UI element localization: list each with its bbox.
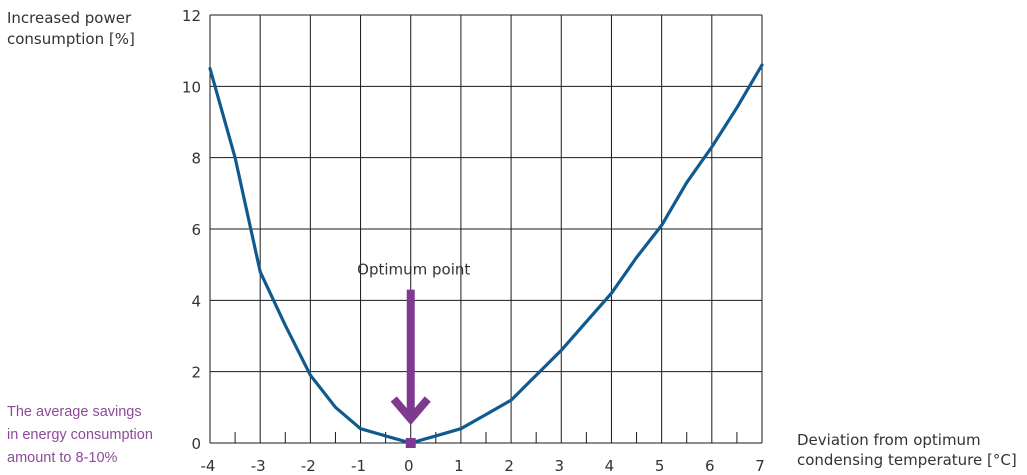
x-tick-label: 0 (404, 457, 414, 475)
x-tick-label: 6 (705, 457, 715, 475)
optimum-arrow-head (390, 396, 431, 426)
y-axis-label: Increased power consumption [%] (7, 8, 167, 50)
optimum-annotation: Optimum point (357, 261, 470, 448)
y-tick-label: 10 (182, 78, 201, 96)
x-tick-label: -4 (201, 457, 216, 475)
x-axis-label-line: Deviation from optimum (797, 431, 981, 449)
x-tick-label: -2 (301, 457, 316, 475)
x-axis-label: Deviation from optimum condensing temper… (797, 430, 1027, 470)
grid (209, 14, 763, 444)
y-tick-label: 12 (182, 7, 201, 25)
y-tick-label: 6 (191, 221, 201, 239)
optimum-point-marker (405, 438, 416, 448)
savings-note-line: amount to 8-10% (7, 450, 118, 466)
minor-ticks (234, 432, 738, 443)
savings-note-line: in energy consumption (7, 427, 153, 443)
y-tick-label: 0 (191, 435, 201, 453)
optimum-point-label: Optimum point (357, 261, 470, 279)
power-consumption-curve (208, 63, 764, 445)
x-axis-label-line: condensing temperature [°C] (797, 451, 1017, 469)
x-tick-label: 7 (755, 457, 765, 475)
y-axis-label-line: Increased power (7, 9, 132, 27)
x-tick-label: 1 (454, 457, 464, 475)
savings-note-line: The average savings (7, 404, 142, 420)
x-tick-labels: -4 -3 -2 -1 0 1 2 3 4 5 6 7 (201, 457, 765, 475)
x-tick-label: -1 (351, 457, 366, 475)
y-tick-label: 8 (191, 150, 201, 168)
y-tick-labels: 0 2 4 6 8 10 12 (182, 7, 201, 453)
y-tick-label: 4 (191, 292, 201, 310)
x-tick-label: -3 (251, 457, 266, 475)
x-tick-label: 2 (504, 457, 514, 475)
y-tick-label: 2 (191, 364, 201, 382)
x-tick-label: 4 (605, 457, 615, 475)
x-tick-label: 3 (554, 457, 564, 475)
x-tick-label: 5 (655, 457, 665, 475)
savings-note: The average savings in energy consumptio… (7, 401, 182, 470)
y-axis-label-line: consumption [%] (7, 30, 135, 48)
